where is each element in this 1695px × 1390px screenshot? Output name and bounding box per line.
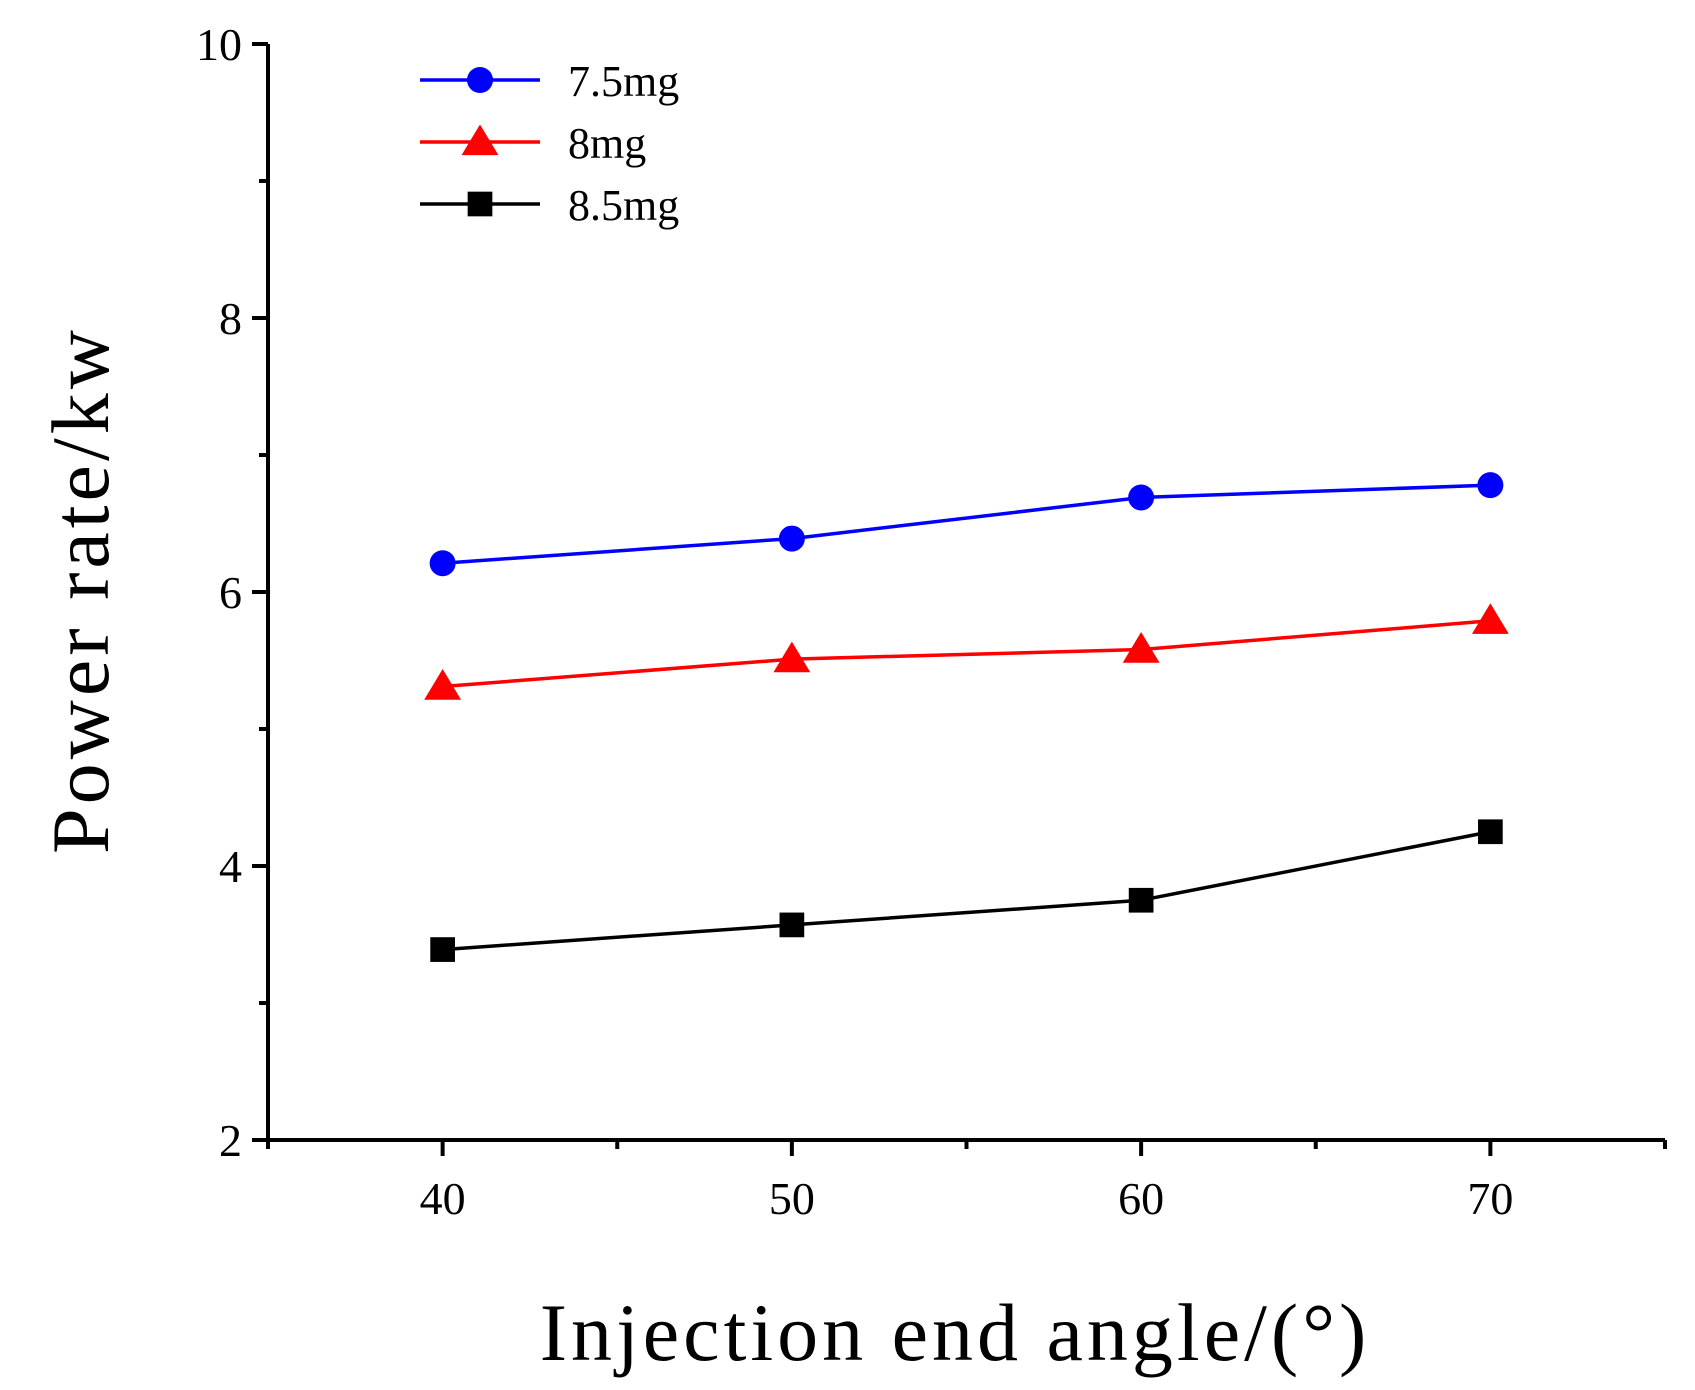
- series-line: [442, 619, 1491, 689]
- data-point: [1477, 472, 1504, 499]
- data-point: [467, 191, 493, 217]
- x-axis-title: Injection end angle/(°): [540, 1287, 1371, 1378]
- plot-series: [424, 472, 1509, 962]
- data-point: [1122, 631, 1160, 663]
- x-tick-label: 60: [1118, 1173, 1164, 1224]
- y-axis-title: Power rate/kw: [35, 326, 126, 854]
- data-point: [429, 550, 456, 577]
- legend-item: 8.5mg: [420, 181, 679, 230]
- legend-label: 7.5mg: [568, 57, 679, 106]
- series-7-5mg: [429, 472, 1504, 577]
- x-tick-label: 40: [420, 1173, 466, 1224]
- data-point: [430, 937, 455, 962]
- axes: 2 4 6 8 10 40 50 60 70: [196, 19, 1667, 1224]
- y-tick-label: 10: [196, 19, 242, 70]
- data-point: [467, 67, 493, 93]
- x-tick-label: 50: [769, 1173, 815, 1224]
- data-point: [1471, 603, 1509, 634]
- data-point: [779, 912, 805, 938]
- series-8-5mg: [430, 819, 1503, 962]
- data-point: [778, 525, 805, 552]
- data-point: [461, 124, 499, 156]
- y-tick-label: 6: [219, 567, 242, 618]
- legend-label: 8mg: [568, 119, 646, 168]
- legend-item: 7.5mg: [420, 57, 679, 106]
- legend-label: 8.5mg: [568, 181, 679, 230]
- data-point: [773, 641, 811, 673]
- series-8mg: [424, 603, 1509, 700]
- legend: 7.5mg 8mg 8.5mg: [420, 57, 679, 230]
- series-line: [442, 830, 1491, 952]
- data-point: [1478, 819, 1503, 845]
- x-tick-label: 70: [1467, 1173, 1513, 1224]
- y-tick-label: 8: [219, 293, 242, 344]
- data-point: [424, 668, 462, 700]
- data-point: [1128, 484, 1155, 511]
- y-tick-label: 2: [219, 1115, 242, 1166]
- data-point: [1128, 887, 1154, 913]
- series-line: [442, 483, 1491, 565]
- legend-item: 8mg: [420, 119, 646, 168]
- y-tick-label: 4: [219, 841, 242, 892]
